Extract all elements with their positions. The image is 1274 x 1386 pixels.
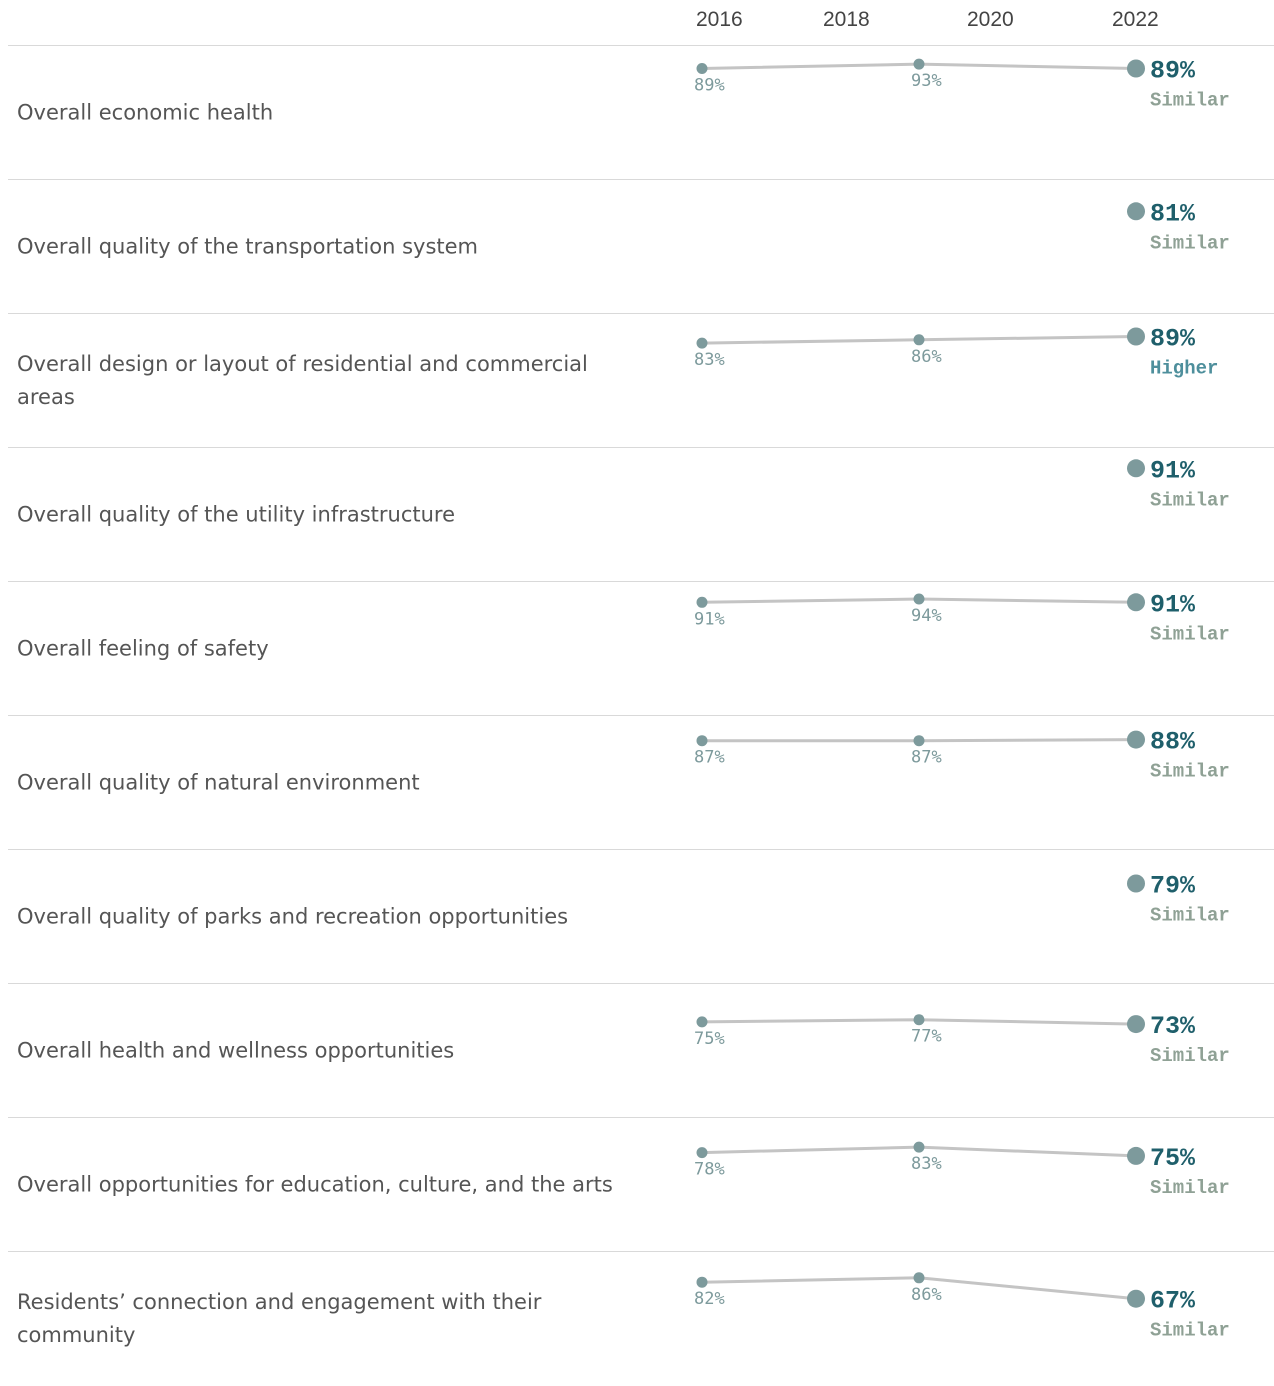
comparison-label: Similar <box>1150 623 1230 645</box>
comparison-label: Similar <box>1150 1045 1230 1067</box>
point-value-label: 86% <box>911 347 942 367</box>
comparison-label: Similar <box>1150 489 1230 511</box>
comparison-label: Similar <box>1150 1320 1230 1342</box>
latest-point <box>1127 1015 1145 1034</box>
chart-row: Overall design or layout of residential … <box>8 313 1274 448</box>
chart-row: Overall opportunities for education, cul… <box>8 1117 1274 1252</box>
chart-row: Overall quality of the transportation sy… <box>8 179 1274 314</box>
row-label: Overall health and wellness opportunitie… <box>17 1038 455 1063</box>
latest-point <box>1127 730 1145 749</box>
point-value-label: 83% <box>911 1154 942 1174</box>
data-point <box>913 735 925 747</box>
data-point <box>696 1147 708 1159</box>
data-point <box>696 596 708 608</box>
point-value-label: 78% <box>694 1160 725 1180</box>
latest-point <box>1127 459 1145 478</box>
chart-row: Overall quality of the utility infrastru… <box>8 447 1274 582</box>
data-point <box>696 63 708 74</box>
data-point <box>696 1276 708 1288</box>
data-point <box>913 1014 925 1026</box>
latest-value-label: 91% <box>1150 456 1196 485</box>
chart-row: Overall feeling of safety <box>8 581 1274 716</box>
x-tick-label-2016: 2016 <box>696 8 743 31</box>
data-point <box>913 1272 925 1284</box>
x-tick-label-2018: 2018 <box>823 8 870 31</box>
latest-value-label: 88% <box>1150 728 1196 757</box>
point-value-label: 87% <box>911 748 942 768</box>
comparison-label: Similar <box>1150 232 1230 254</box>
row-label: Overall quality of natural environment <box>17 770 420 795</box>
data-point <box>913 593 925 605</box>
point-value-label: 91% <box>694 609 725 629</box>
point-value-label: 87% <box>694 748 725 768</box>
row-label: Overall feeling of safety <box>17 636 269 661</box>
x-tick-label-2020: 2020 <box>967 8 1014 31</box>
latest-value-label: 81% <box>1150 199 1196 228</box>
latest-point <box>1127 327 1145 346</box>
latest-value-label: 91% <box>1150 590 1196 619</box>
latest-point <box>1127 874 1145 893</box>
latest-point <box>1127 1289 1145 1308</box>
point-value-label: 83% <box>694 350 725 370</box>
row-label: Overall economic health <box>17 100 274 125</box>
point-value-label: 77% <box>911 1027 942 1047</box>
data-point <box>913 58 925 70</box>
chart-row: Overall quality of natural environment <box>8 715 1274 850</box>
row-label: Overall opportunities for education, cul… <box>17 1172 613 1197</box>
data-point <box>913 334 925 346</box>
latest-point <box>1127 59 1145 78</box>
comparison-label: Similar <box>1150 1177 1230 1199</box>
row-label: Overall quality of parks and recreation … <box>17 904 569 929</box>
data-point <box>913 1141 925 1153</box>
latest-point <box>1127 593 1145 612</box>
point-value-label: 86% <box>911 1285 942 1305</box>
latest-point <box>1127 202 1145 221</box>
row-label: Residents’ connection and engagement wit… <box>17 1290 542 1347</box>
point-value-label: 82% <box>694 1289 725 1309</box>
latest-point <box>1127 1146 1145 1165</box>
row-label: Overall design or layout of residential … <box>17 352 588 409</box>
comparison-label: Similar <box>1150 90 1230 112</box>
comparison-label: Similar <box>1150 905 1230 927</box>
data-point <box>696 1016 708 1028</box>
comparison-label: Higher <box>1150 358 1218 380</box>
row-label: Overall quality of the utility infrastru… <box>17 502 456 527</box>
point-value-label: 75% <box>694 1029 725 1049</box>
comparison-label: Similar <box>1150 761 1230 783</box>
chart-row: Overall quality of parks and recreation … <box>8 849 1274 984</box>
point-value-label: 94% <box>911 606 942 626</box>
latest-value-label: 79% <box>1150 872 1196 901</box>
chart-row: Overall economic health <box>8 45 1274 180</box>
chart-row: Residents’ connection and engagement wit… <box>8 1251 1274 1386</box>
point-value-label: 93% <box>911 71 942 91</box>
chart-row: Overall health and wellness opportunitie… <box>8 983 1274 1118</box>
point-value-label: 89% <box>694 76 725 96</box>
data-point <box>696 337 708 349</box>
x-tick-label-2022: 2022 <box>1112 8 1159 31</box>
latest-value-label: 89% <box>1150 325 1196 354</box>
latest-value-label: 75% <box>1150 1144 1196 1173</box>
latest-value-label: 67% <box>1150 1287 1196 1316</box>
row-label: Overall quality of the transportation sy… <box>17 234 479 259</box>
data-point <box>696 735 708 747</box>
latest-value-label: 89% <box>1150 57 1196 86</box>
latest-value-label: 73% <box>1150 1012 1196 1041</box>
